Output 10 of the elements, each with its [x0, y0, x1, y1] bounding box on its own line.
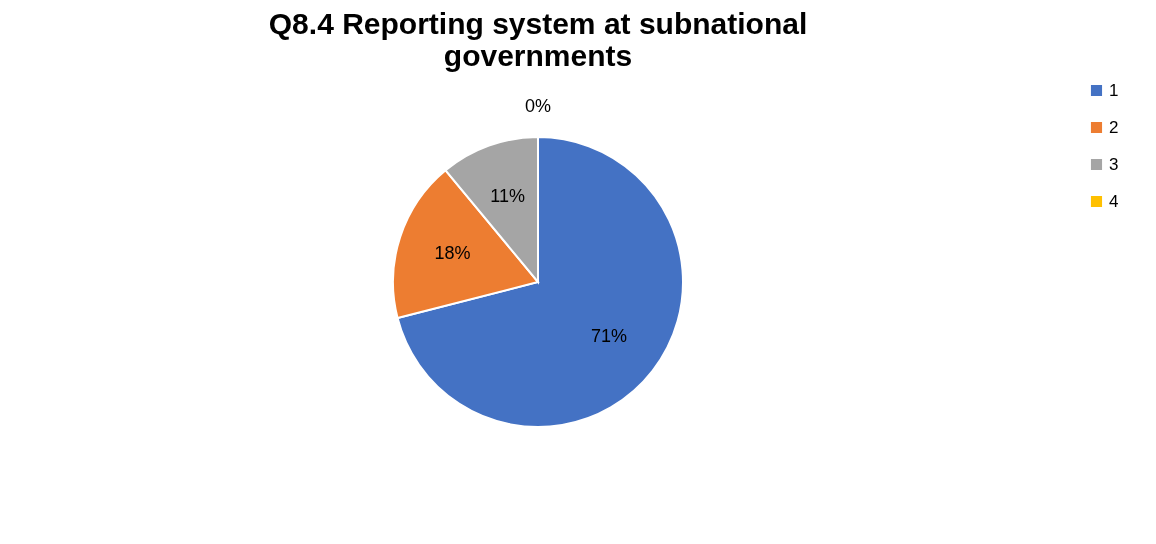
legend-label: 2	[1109, 117, 1119, 137]
legend-label: 1	[1109, 80, 1119, 100]
legend-label: 3	[1109, 154, 1119, 174]
data-label: 18%	[434, 243, 471, 264]
text: 0%	[524, 96, 552, 116]
legend-label: 4	[1109, 191, 1119, 211]
chart-title: Q8.4 Reporting system at subnational governments	[268, 7, 808, 72]
pie-slice	[396, 136, 684, 428]
data-label: 11%	[490, 186, 525, 207]
data-label: 71%	[591, 326, 628, 347]
